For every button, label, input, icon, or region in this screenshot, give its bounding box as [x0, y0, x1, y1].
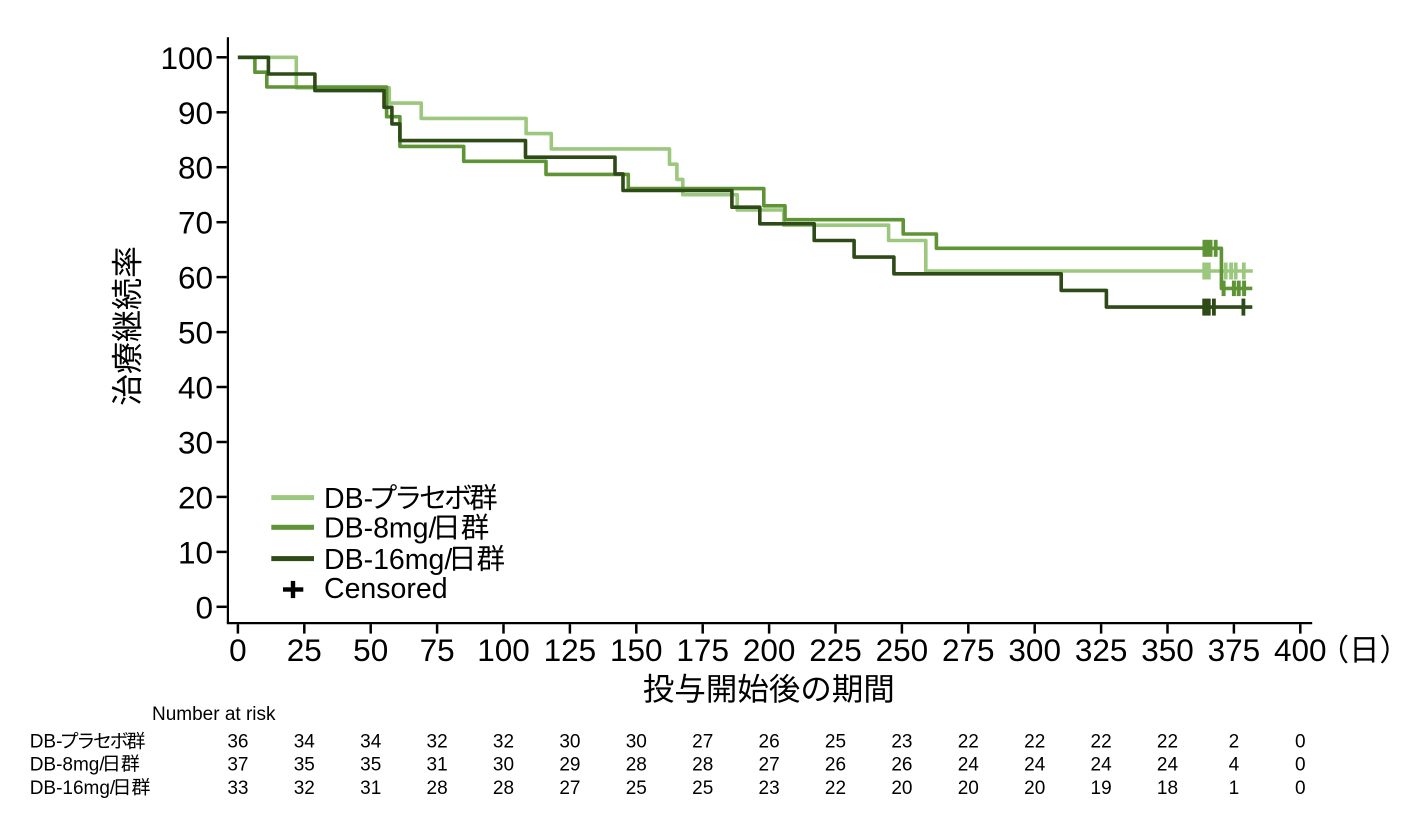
svg-text:Number at risk: Number at risk	[152, 704, 276, 725]
svg-text:DB-8mg/: DB-8mg/	[324, 513, 437, 545]
svg-text:32: 32	[294, 778, 315, 799]
svg-text:37: 37	[227, 754, 248, 775]
svg-text:36: 36	[227, 732, 248, 753]
svg-text:DB-: DB-	[324, 483, 373, 515]
svg-text:175: 175	[676, 632, 729, 668]
svg-text:100: 100	[160, 40, 213, 76]
svg-text:20: 20	[1024, 778, 1045, 799]
svg-text:24: 24	[1091, 754, 1113, 775]
svg-text:100: 100	[477, 632, 530, 668]
svg-text:31: 31	[360, 778, 381, 799]
svg-text:400: 400	[1274, 632, 1327, 668]
svg-text:28: 28	[493, 778, 514, 799]
svg-text:0: 0	[1295, 778, 1306, 799]
svg-text:0: 0	[1295, 754, 1306, 775]
svg-text:DB-8mg/: DB-8mg/	[30, 754, 106, 775]
svg-text:375: 375	[1208, 632, 1261, 668]
svg-text:20: 20	[958, 778, 979, 799]
svg-text:34: 34	[360, 732, 382, 753]
svg-text:4: 4	[1229, 754, 1240, 775]
svg-text:40: 40	[178, 370, 213, 406]
svg-text:27: 27	[692, 732, 713, 753]
svg-text:26: 26	[825, 754, 846, 775]
svg-text:50: 50	[353, 632, 388, 668]
svg-text:22: 22	[958, 732, 979, 753]
svg-text:28: 28	[626, 754, 647, 775]
svg-text:DB-16mg/: DB-16mg/	[324, 544, 452, 576]
svg-text:30: 30	[559, 732, 580, 753]
svg-text:200: 200	[743, 632, 796, 668]
svg-text:25: 25	[825, 732, 846, 753]
svg-text:80: 80	[178, 150, 213, 186]
svg-text:35: 35	[360, 754, 381, 775]
svg-text:25: 25	[626, 778, 647, 799]
svg-text:22: 22	[1024, 732, 1045, 753]
svg-text:35: 35	[294, 754, 315, 775]
svg-text:20: 20	[178, 479, 213, 515]
svg-text:325: 325	[1075, 632, 1128, 668]
svg-text:24: 24	[1024, 754, 1046, 775]
svg-text:0: 0	[195, 589, 213, 625]
svg-text:32: 32	[427, 732, 448, 753]
svg-text:30: 30	[178, 425, 213, 461]
svg-text:22: 22	[1091, 732, 1112, 753]
svg-text:90: 90	[178, 95, 213, 131]
svg-text:30: 30	[626, 732, 647, 753]
svg-text:250: 250	[876, 632, 929, 668]
svg-text:10: 10	[178, 534, 213, 570]
svg-text:Censored: Censored	[324, 573, 448, 605]
svg-text:26: 26	[891, 754, 912, 775]
svg-text:18: 18	[1157, 778, 1178, 799]
svg-text:32: 32	[493, 732, 514, 753]
svg-text:34: 34	[294, 732, 316, 753]
svg-text:1: 1	[1229, 778, 1240, 799]
svg-text:20: 20	[891, 778, 912, 799]
svg-text:28: 28	[427, 778, 448, 799]
svg-text:0: 0	[229, 632, 247, 668]
svg-text:33: 33	[227, 778, 248, 799]
svg-text:350: 350	[1141, 632, 1194, 668]
svg-text:23: 23	[891, 732, 912, 753]
svg-text:275: 275	[942, 632, 995, 668]
svg-text:22: 22	[1157, 732, 1178, 753]
svg-text:2: 2	[1229, 732, 1240, 753]
svg-text:DB-16mg/: DB-16mg/	[30, 778, 116, 799]
svg-text:50: 50	[178, 315, 213, 351]
svg-text:28: 28	[692, 754, 713, 775]
svg-text:25: 25	[692, 778, 713, 799]
svg-text:31: 31	[427, 754, 448, 775]
svg-text:30: 30	[493, 754, 514, 775]
svg-text:27: 27	[759, 754, 780, 775]
svg-text:24: 24	[1157, 754, 1179, 775]
svg-text:27: 27	[559, 778, 580, 799]
svg-text:0: 0	[1295, 732, 1306, 753]
svg-text:19: 19	[1091, 778, 1112, 799]
svg-text:300: 300	[1008, 632, 1061, 668]
svg-text:DB-: DB-	[30, 732, 63, 753]
svg-text:70: 70	[178, 205, 213, 241]
svg-text:23: 23	[759, 778, 780, 799]
svg-text:22: 22	[825, 778, 846, 799]
svg-text:26: 26	[759, 732, 780, 753]
svg-text:75: 75	[420, 632, 455, 668]
svg-text:150: 150	[610, 632, 663, 668]
svg-text:29: 29	[559, 754, 580, 775]
svg-text:24: 24	[958, 754, 980, 775]
svg-text:225: 225	[809, 632, 862, 668]
svg-text:60: 60	[178, 260, 213, 296]
svg-text:25: 25	[287, 632, 322, 668]
svg-text:125: 125	[544, 632, 597, 668]
